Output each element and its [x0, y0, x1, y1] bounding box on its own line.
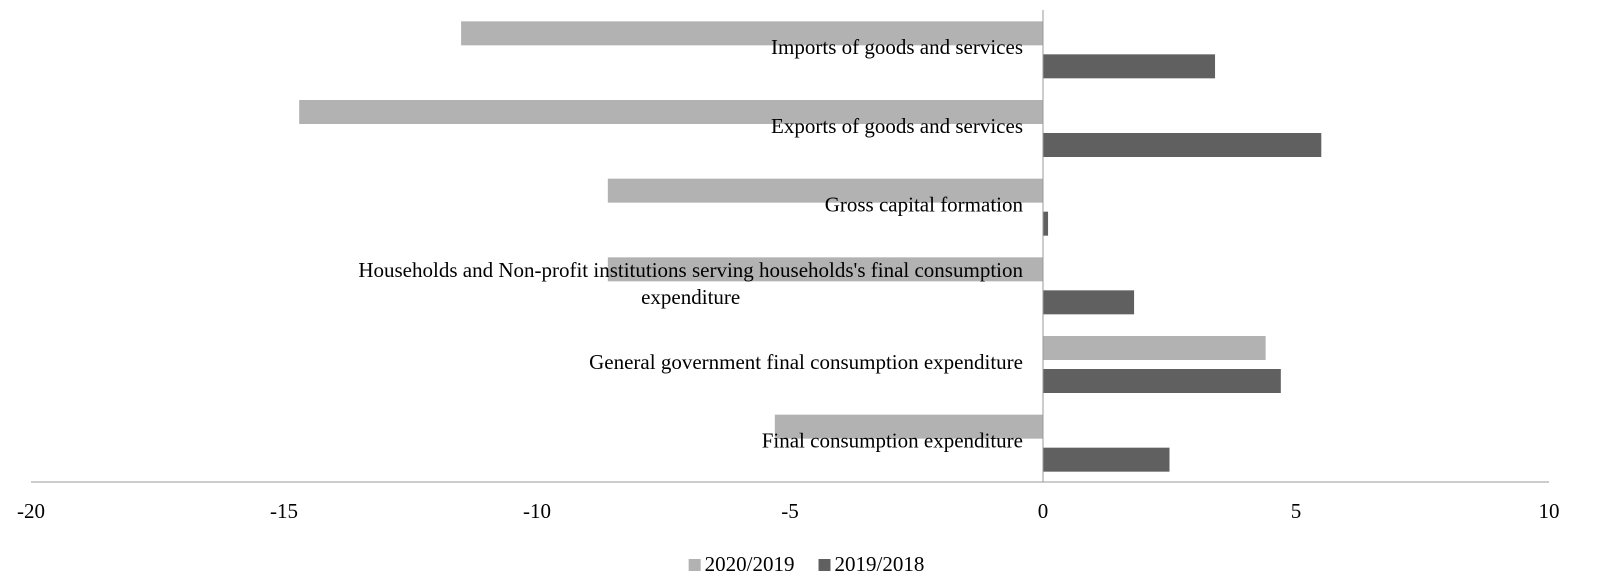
- bar: [1043, 369, 1281, 393]
- category-label: Exports of goods and services: [771, 114, 1023, 138]
- x-tick-label: -5: [781, 499, 799, 523]
- category-label-line: expenditure: [641, 285, 740, 309]
- bar: [1043, 447, 1170, 472]
- x-tick-label: 0: [1038, 499, 1049, 523]
- bar: [1043, 211, 1049, 236]
- category-label: Households and Non-profit institutions s…: [358, 258, 1023, 309]
- bar: [607, 257, 1043, 282]
- category-label: General government final consumption exp…: [589, 350, 1023, 374]
- bar: [461, 21, 1044, 46]
- legend-label: 2019/2018: [835, 552, 925, 576]
- category-label: Imports of goods and services: [771, 35, 1023, 59]
- legend-swatch: [818, 559, 831, 571]
- legend-label: 2020/2019: [705, 552, 795, 576]
- x-tick-label: 10: [1539, 499, 1560, 523]
- x-tick-label: 5: [1291, 499, 1302, 523]
- category-label: Final consumption expenditure: [762, 428, 1023, 452]
- bar: [1043, 54, 1216, 79]
- bar: [1043, 133, 1322, 157]
- bar: [1043, 336, 1266, 360]
- legend-swatch: [688, 559, 701, 571]
- bar: [607, 178, 1043, 203]
- x-tick-label: -20: [17, 499, 45, 523]
- legend: 2020/2019 2019/2018: [688, 552, 925, 576]
- category-label-line: Households and Non-profit institutions s…: [358, 258, 1023, 282]
- x-tick-label: -15: [270, 499, 298, 523]
- category-label: Gross capital formation: [825, 192, 1024, 216]
- bar: [299, 100, 1043, 124]
- bar: [774, 414, 1043, 439]
- x-tick-label: -10: [523, 499, 551, 523]
- bar: [1043, 290, 1135, 315]
